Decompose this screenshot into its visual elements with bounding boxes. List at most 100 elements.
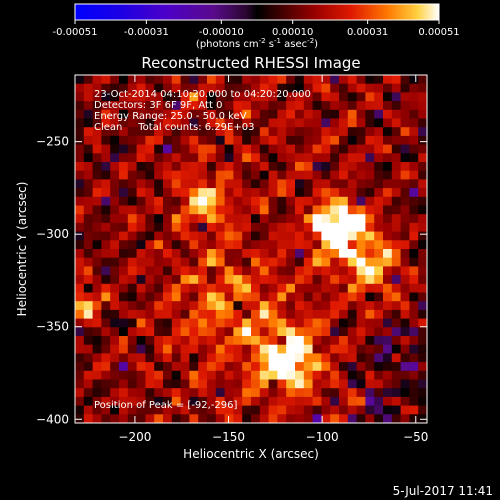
heatmap-cell: [136, 292, 146, 302]
heatmap-cell: [321, 205, 331, 215]
heatmap-cell: [330, 118, 340, 128]
heatmap-cell: [242, 266, 252, 276]
heatmap-cell: [277, 144, 287, 154]
heatmap-cell: [171, 292, 181, 302]
heatmap-cell: [224, 240, 234, 250]
heatmap-cell: [189, 336, 199, 346]
heatmap-cell: [374, 75, 384, 85]
heatmap-cell: [330, 135, 340, 145]
heatmap-cell: [75, 318, 85, 328]
heatmap-cell: [312, 135, 322, 145]
heatmap-cell: [145, 75, 155, 85]
heatmap-cell: [242, 170, 252, 180]
heatmap-cell: [383, 162, 393, 172]
heatmap-cell: [383, 336, 393, 346]
heatmap-cell: [383, 205, 393, 215]
heatmap-cell: [347, 344, 357, 354]
heatmap-cell: [286, 353, 296, 363]
heatmap-cell: [189, 249, 199, 259]
heatmap-cell: [365, 309, 375, 319]
heatmap-cell: [136, 222, 146, 232]
heatmap-cell: [347, 309, 357, 319]
heatmap-cell: [347, 144, 357, 154]
heatmap-cell: [268, 92, 278, 102]
heatmap-cell: [180, 162, 190, 172]
heatmap-cell: [286, 153, 296, 163]
heatmap-cell: [251, 179, 261, 189]
heatmap-cell: [339, 109, 349, 119]
heatmap-cell: [154, 405, 164, 415]
heatmap-cell: [356, 205, 366, 215]
heatmap-cell: [110, 135, 120, 145]
heatmap-cell: [321, 222, 331, 232]
heatmap-cell: [171, 231, 181, 241]
heatmap-cell: [242, 222, 252, 232]
heatmap-cell: [101, 205, 111, 215]
heatmap-cell: [163, 205, 173, 215]
heatmap-cell: [347, 336, 357, 346]
heatmap-cell: [339, 135, 349, 145]
heatmap-cell: [259, 379, 269, 389]
heatmap-cell: [391, 370, 401, 380]
heatmap-cell: [101, 370, 111, 380]
heatmap-cell: [145, 266, 155, 276]
heatmap-cell: [286, 266, 296, 276]
heatmap-cell: [259, 266, 269, 276]
heatmap-cell: [215, 370, 225, 380]
heatmap-cell: [119, 214, 129, 224]
heatmap-cell: [189, 92, 199, 102]
heatmap-cell: [383, 249, 393, 259]
heatmap-cell: [119, 240, 129, 250]
heatmap-cell: [75, 127, 85, 137]
heatmap-cell: [198, 370, 208, 380]
heatmap-cell: [330, 179, 340, 189]
heatmap-cell: [154, 135, 164, 145]
heatmap-cell: [330, 405, 340, 415]
heatmap-cell: [400, 214, 410, 224]
heatmap-cell: [330, 92, 340, 102]
heatmap-cell: [277, 127, 287, 137]
heatmap-cell: [347, 370, 357, 380]
heatmap-cell: [295, 231, 305, 241]
heatmap-cell: [339, 179, 349, 189]
heatmap-cell: [391, 275, 401, 285]
heatmap-cell: [163, 118, 173, 128]
heatmap-cell: [198, 214, 208, 224]
heatmap-cell: [83, 275, 93, 285]
heatmap-cell: [321, 92, 331, 102]
heatmap-cell: [268, 292, 278, 302]
heatmap-cell: [312, 362, 322, 372]
heatmap-cell: [242, 92, 252, 102]
heatmap-cell: [136, 179, 146, 189]
heatmap-cell: [136, 266, 146, 276]
heatmap-cell: [75, 179, 85, 189]
heatmap-cell: [374, 388, 384, 398]
heatmap-cell: [303, 118, 313, 128]
heatmap-cell: [198, 292, 208, 302]
heatmap-cell: [356, 170, 366, 180]
heatmap-cell: [180, 266, 190, 276]
heatmap-cell: [259, 222, 269, 232]
heatmap-cell: [383, 275, 393, 285]
heatmap-cell: [189, 396, 199, 406]
heatmap-cell: [136, 144, 146, 154]
heatmap-cell: [207, 92, 217, 102]
heatmap-cell: [259, 353, 269, 363]
heatmap-cell: [391, 162, 401, 172]
heatmap-cell: [303, 127, 313, 137]
heatmap-cell: [295, 318, 305, 328]
heatmap-cell: [312, 249, 322, 259]
heatmap-cell: [163, 379, 173, 389]
heatmap-cell: [207, 370, 217, 380]
heatmap-cell: [356, 405, 366, 415]
heatmap-cell: [321, 188, 331, 198]
heatmap-cell: [189, 214, 199, 224]
heatmap-cell: [242, 127, 252, 137]
heatmap-cell: [198, 75, 208, 85]
heatmap-cell: [277, 240, 287, 250]
heatmap-cell: [154, 214, 164, 224]
heatmap-cell: [259, 318, 269, 328]
annotation-detectors: Detectors: 3F 6F 9F, Att 0: [94, 100, 222, 111]
heatmap-cell: [400, 196, 410, 206]
heatmap-cell: [154, 292, 164, 302]
